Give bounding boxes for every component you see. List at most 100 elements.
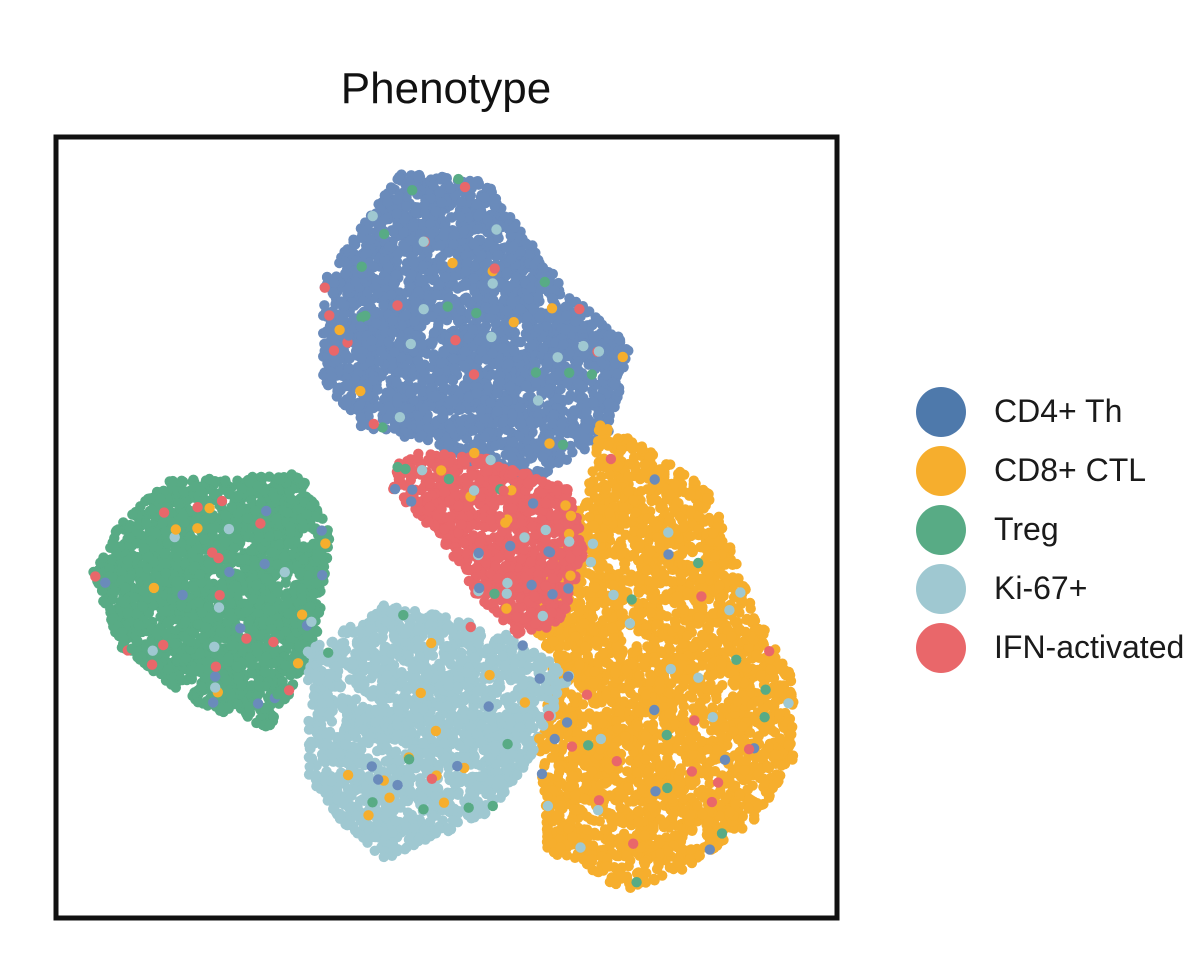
data-point [435,358,447,369]
data-point [533,323,545,334]
data-point [560,324,571,335]
data-point [588,397,599,408]
data-point [445,182,456,194]
data-point [509,345,520,357]
data-point [459,280,471,291]
data-point [387,327,398,338]
data-point [506,416,518,428]
data-point [472,223,483,235]
data-point [573,364,584,376]
data-point [438,230,449,241]
data-point [447,375,459,386]
data-point [404,281,415,292]
data-point [342,379,353,390]
data-point [409,316,420,327]
data-point [589,815,600,826]
data-point [694,850,705,861]
data-point [584,306,595,317]
data-point [458,225,470,237]
data-point [433,319,444,331]
data-point [483,382,494,393]
data-point [537,452,549,463]
data-point [509,221,521,233]
data-point [353,400,365,411]
data-point [526,340,537,351]
data-point [530,377,542,388]
data-point [477,279,489,291]
data-point [428,327,440,339]
data-point [400,309,411,321]
data-point [525,453,536,464]
data-point [402,428,414,439]
data-point [455,404,466,415]
data-point [344,353,355,364]
data-point [751,649,762,661]
data-point [356,232,367,243]
data-point [587,612,598,623]
data-point [424,373,436,384]
data-point [434,439,445,450]
data-point [456,196,467,207]
data-point [389,346,400,358]
data-point [498,343,509,354]
data-point [368,375,379,386]
data-point [372,384,383,395]
data-point [459,362,471,373]
data-point [489,304,500,315]
data-point [700,651,712,662]
data-point [419,199,430,210]
data-point [456,425,467,436]
data-point [398,227,409,238]
data-point [391,208,402,220]
data-point [443,439,455,450]
data-point [567,447,578,458]
data-point [594,315,605,326]
data-point [697,601,708,613]
data-point [479,191,490,203]
data-point [415,362,427,373]
data-point [475,405,486,416]
data-point [491,388,503,399]
data-point [570,316,581,327]
data-point [469,239,480,250]
data-point [355,412,366,423]
data-point [375,346,387,357]
data-point [443,247,454,258]
data-point [621,766,633,777]
data-point [382,262,394,273]
data-point [427,337,438,348]
data-point [502,305,513,317]
data-point [709,766,721,777]
data-point [446,212,457,223]
data-point [410,297,421,308]
data-point [329,277,340,289]
data-point [371,318,382,329]
data-point [530,359,541,371]
data-point [506,253,517,265]
data-point [649,493,660,504]
data-point [492,405,503,417]
data-point [392,248,404,260]
data-point [573,378,584,389]
data-point [448,353,459,365]
series-cd4-th [318,169,634,492]
data-point [502,395,513,407]
data-point [579,433,590,444]
data-point [569,405,580,416]
data-point [392,174,403,185]
data-point [361,247,373,258]
data-point [642,720,654,731]
data-point [521,239,533,250]
data-point [520,380,532,391]
data-point [392,194,403,205]
data-point [384,241,395,252]
data-point [555,384,566,395]
data-point [461,433,473,445]
data-point [787,754,798,765]
data-point [553,457,564,468]
data-point [419,207,430,219]
data-point [382,196,393,208]
data-point [406,269,417,280]
data-point [363,299,374,310]
